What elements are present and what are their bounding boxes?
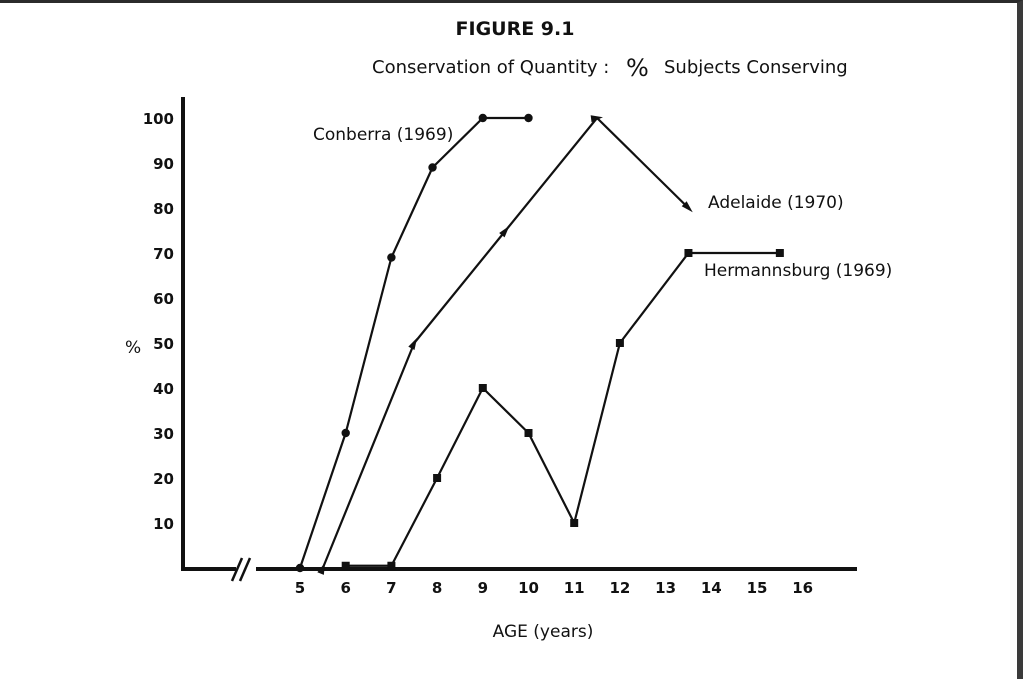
x-tick-label: 10 [518, 579, 539, 597]
x-tick-label: 11 [564, 579, 585, 597]
figure-number: FIGURE 9.1 [456, 18, 575, 40]
y-tick-label: 10 [153, 515, 174, 533]
tick-labels: 5 6 7 8 9 10 11 12 13 14 15 16 10 20 30 40 50 60 70 80 90 100 [143, 110, 813, 597]
plot-area [295, 113, 784, 575]
data-point [387, 253, 396, 262]
x-tick-label: 13 [655, 579, 676, 597]
y-tick-label: 70 [153, 245, 174, 263]
data-point [684, 249, 693, 257]
axis-break-mark [230, 557, 244, 582]
data-point [478, 113, 487, 123]
data-point [341, 428, 350, 438]
x-tick-label: 14 [701, 579, 722, 597]
data-point [428, 163, 437, 172]
data-point [681, 201, 693, 213]
series-line-hermannsburg-1969 [345, 251, 780, 567]
chart-title-suffix: Subjects Conserving [664, 57, 848, 78]
data-point [295, 563, 305, 573]
data-point [499, 225, 510, 238]
series-label-conberra-1969: Conberra (1969) [313, 125, 453, 145]
x-tick-label: 7 [386, 579, 396, 597]
y-tick-label: 20 [153, 470, 174, 488]
y-tick-label: 30 [153, 425, 174, 443]
x-tick-label: 6 [340, 579, 350, 597]
data-point [615, 339, 624, 347]
chart-title: Conservation of Quantity : [372, 57, 609, 78]
data-point [478, 384, 487, 392]
x-tick-label: 15 [747, 579, 768, 597]
x-tick-label: 12 [609, 579, 630, 597]
y-tick-label: 80 [153, 200, 174, 218]
series-labels: Conberra (1969) Adelaide (1970) Hermannsbu… [313, 125, 892, 281]
data-point [317, 562, 326, 575]
series-line-conberra-1969 [298, 116, 529, 569]
x-tick-label: 9 [478, 579, 488, 597]
data-point [408, 337, 418, 350]
data-point [387, 561, 396, 570]
series-label-hermannsburg-1969: Hermannsburg (1969) [704, 261, 892, 281]
axis-break-mark [238, 557, 252, 582]
y-tick-label: 50 [153, 335, 174, 353]
series-line-adelaide-1970 [321, 116, 690, 569]
line-chart: FIGURE 9.1 Conservation of Quantity : % … [125, 18, 892, 642]
data-point [341, 561, 350, 570]
x-axis-label: AGE (years) [493, 622, 594, 642]
data-point [775, 249, 784, 257]
data-point [524, 113, 533, 123]
x-tick-label: 5 [295, 579, 305, 597]
data-point [524, 429, 533, 437]
y-tick-label: 40 [153, 380, 174, 398]
axes [181, 97, 857, 582]
series-label-adelaide-1970: Adelaide (1970) [708, 193, 844, 213]
x-tick-label: 16 [792, 579, 813, 597]
y-tick-label: 60 [153, 290, 174, 308]
data-point [433, 474, 442, 482]
title-percent-symbol: % [626, 54, 649, 82]
x-tick-label: 8 [432, 579, 442, 597]
data-point [570, 519, 579, 527]
y-axis-label: % [125, 338, 141, 358]
y-tick-label: 90 [153, 155, 174, 173]
data-point [590, 115, 604, 123]
y-tick-label: 100 [143, 110, 174, 128]
